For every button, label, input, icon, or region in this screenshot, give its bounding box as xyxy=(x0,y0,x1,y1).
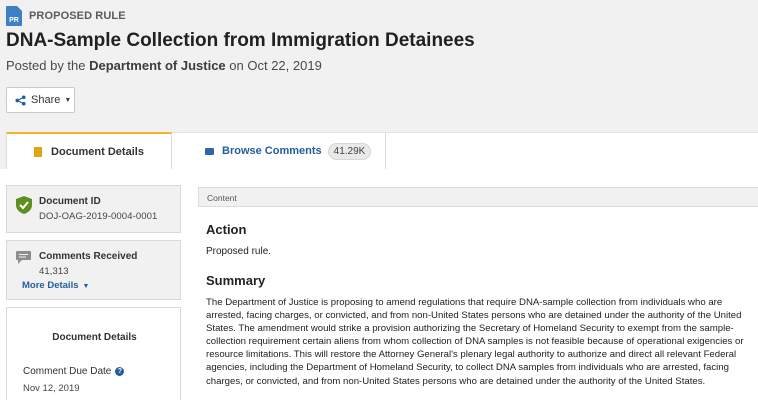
more-details-link[interactable]: More Details ▼ xyxy=(22,280,89,291)
chevron-down-icon: ▼ xyxy=(80,283,90,290)
comments-received-card: Comments Received 41,313 More Details ▼ xyxy=(6,240,181,300)
summary-heading: Summary xyxy=(206,273,266,288)
tab-browse-comments[interactable]: Browse Comments 41.29K xyxy=(172,132,386,169)
page-header: PR PROPOSED RULE DNA-Sample Collection f… xyxy=(0,0,758,132)
agency-name: Department of Justice xyxy=(89,58,226,73)
comment-bubble-icon xyxy=(16,251,31,264)
comment-due-date-value: Nov 12, 2019 xyxy=(23,383,80,394)
action-heading: Action xyxy=(206,222,247,237)
document-details-title: Document Details xyxy=(52,332,137,343)
document-id-title: Document ID xyxy=(39,196,101,207)
summary-text: The Department of Justice is proposing t… xyxy=(206,297,744,387)
verified-shield-icon xyxy=(16,196,32,214)
comment-count-badge: 41.29K xyxy=(327,142,372,160)
tab-document-details-label: Document Details xyxy=(51,145,144,158)
document-id-value: DOJ-OAG-2019-0004-0001 xyxy=(39,211,158,222)
tab-bar: Document Details Browse Comments 41.29K xyxy=(0,132,758,169)
posted-by: Posted by the Department of Justice on O… xyxy=(6,58,322,73)
comments-received-title: Comments Received xyxy=(39,251,138,262)
share-label: Share xyxy=(31,94,61,106)
share-button[interactable]: Share ▼ xyxy=(6,87,75,113)
page-title: DNA-Sample Collection from Immigration D… xyxy=(6,30,475,51)
chevron-down-icon: ▼ xyxy=(64,96,72,104)
comment-due-date-label: Comment Due Date ? xyxy=(23,366,125,377)
tab-document-details[interactable]: Document Details xyxy=(6,132,172,169)
proposed-rule-icon: PR xyxy=(6,6,22,26)
comments-received-value: 41,313 xyxy=(39,266,69,277)
document-details-box: Document Details Comment Due Date ? Nov … xyxy=(6,307,181,400)
main-content: Document ID DOJ-OAG-2019-0004-0001 Comme… xyxy=(0,169,758,400)
share-icon xyxy=(15,94,26,106)
action-text: Proposed rule. xyxy=(206,246,272,257)
comment-due-date-text: Comment Due Date xyxy=(23,366,112,377)
document-icon xyxy=(34,146,43,157)
document-id-card: Document ID DOJ-OAG-2019-0004-0001 xyxy=(6,185,181,233)
document-type-label: PROPOSED RULE xyxy=(29,10,126,22)
more-details-label: More Details xyxy=(22,280,79,291)
content-section-header: Content xyxy=(198,187,758,207)
posted-prefix: Posted by the xyxy=(6,58,86,73)
posted-date: on Oct 22, 2019 xyxy=(229,58,322,73)
tab-bar-filler xyxy=(386,132,758,169)
tab-browse-comments-label: Browse Comments xyxy=(222,145,322,157)
help-icon[interactable]: ? xyxy=(115,367,125,376)
comment-icon xyxy=(205,147,214,155)
document-type: PR PROPOSED RULE xyxy=(6,6,126,26)
